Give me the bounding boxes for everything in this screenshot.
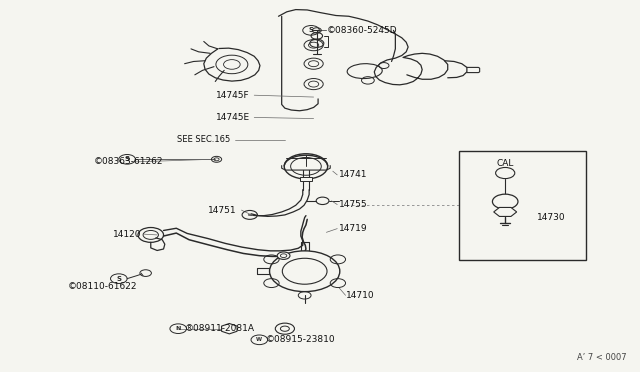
- Text: A’ 7 < 0007: A’ 7 < 0007: [577, 353, 627, 362]
- Text: 14745E: 14745E: [216, 113, 250, 122]
- Text: W: W: [256, 337, 262, 342]
- Text: ©08363-61262: ©08363-61262: [93, 157, 163, 166]
- Text: N: N: [175, 326, 181, 331]
- Circle shape: [269, 251, 340, 292]
- Text: 14745F: 14745F: [216, 91, 250, 100]
- Text: ©08915-23810: ©08915-23810: [266, 335, 335, 344]
- Text: SEE SEC.165: SEE SEC.165: [177, 135, 230, 144]
- Polygon shape: [221, 324, 237, 334]
- Text: 14730: 14730: [537, 213, 566, 222]
- Text: 14719: 14719: [339, 224, 368, 233]
- Text: ®08911-2081A: ®08911-2081A: [184, 324, 255, 333]
- Circle shape: [275, 323, 294, 334]
- Text: S: S: [308, 28, 314, 33]
- Text: 14741: 14741: [339, 170, 367, 179]
- Circle shape: [492, 194, 518, 209]
- Text: S: S: [125, 156, 130, 162]
- Text: S: S: [116, 276, 122, 282]
- Text: ©08360-5245D: ©08360-5245D: [326, 26, 397, 35]
- Text: 14751: 14751: [209, 206, 237, 215]
- Circle shape: [495, 167, 515, 179]
- Circle shape: [277, 252, 290, 259]
- Bar: [300, 177, 312, 181]
- Text: 14755: 14755: [339, 200, 368, 209]
- Text: CAL: CAL: [497, 159, 514, 168]
- Text: ©08110-61622: ©08110-61622: [68, 282, 137, 291]
- Polygon shape: [493, 208, 516, 217]
- Bar: [460, 151, 586, 260]
- Text: 14120: 14120: [113, 230, 141, 239]
- Text: 14710: 14710: [346, 291, 374, 300]
